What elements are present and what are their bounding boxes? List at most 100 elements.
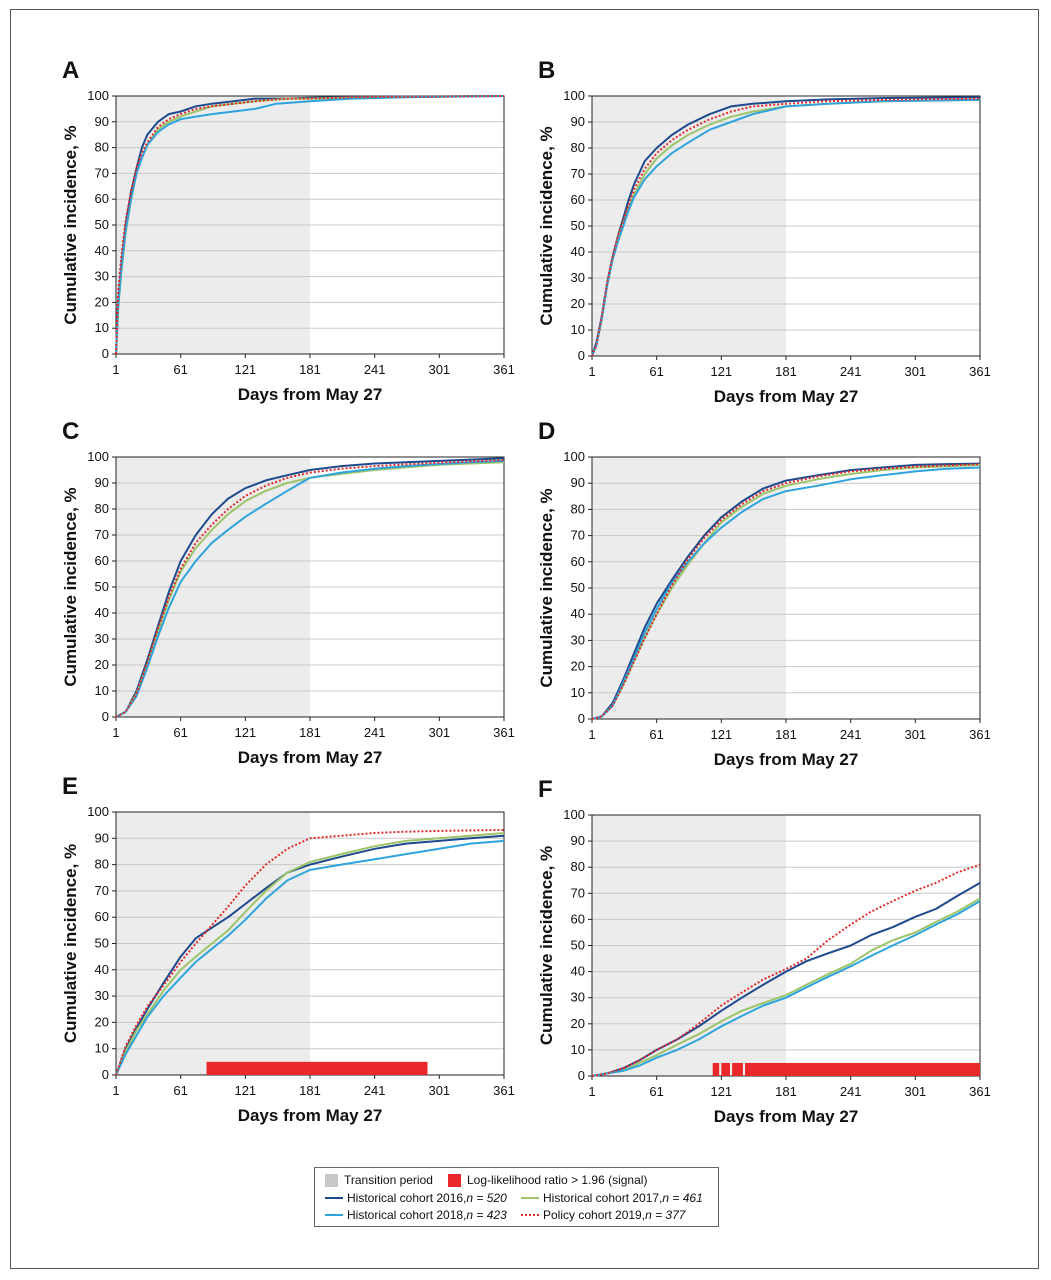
legend-transition: Transition period bbox=[325, 1173, 433, 1187]
legend-transition-label: Transition period bbox=[344, 1173, 433, 1187]
x-tick-label: 361 bbox=[969, 727, 991, 742]
series-line-2019 bbox=[115, 459, 505, 718]
x-tick-label: 1 bbox=[112, 725, 119, 740]
signal-bar bbox=[721, 1062, 730, 1076]
x-tick-label: 241 bbox=[364, 1083, 386, 1098]
series-line-2016 bbox=[115, 834, 505, 1076]
legend-2019-n: n = 377 bbox=[645, 1208, 686, 1222]
y-tick-label: 80 bbox=[571, 859, 585, 874]
y-tick-label: 60 bbox=[571, 911, 585, 926]
panel-e: 0 10 20 30 40 50 60 70 80 90 100 1 61 121 181 241 301 361… bbox=[61, 773, 515, 1125]
x-tick-label: 241 bbox=[840, 727, 862, 742]
x-tick-label: 361 bbox=[493, 725, 515, 740]
y-tick-label: 70 bbox=[571, 528, 585, 543]
legend-2016-n: n = 520 bbox=[466, 1191, 507, 1205]
panel-letter: E bbox=[62, 773, 78, 800]
x-tick-label: 361 bbox=[969, 1084, 991, 1099]
y-tick-label: 10 bbox=[571, 322, 585, 337]
series-line-2019 bbox=[591, 97, 981, 357]
legend-2019-label: Policy cohort 2019, bbox=[543, 1208, 646, 1222]
legend-2019: Policy cohort 2019, n = 377 bbox=[521, 1208, 685, 1222]
y-tick-label: 30 bbox=[95, 988, 109, 1003]
panel-letter: B bbox=[538, 57, 555, 84]
x-tick-label: 1 bbox=[112, 362, 119, 377]
y-tick-label: 20 bbox=[95, 294, 109, 309]
x-tick-label: 361 bbox=[969, 364, 991, 379]
series-line-2019 bbox=[115, 95, 505, 355]
y-tick-label: 80 bbox=[95, 140, 109, 155]
y-tick-label: 80 bbox=[571, 140, 585, 155]
y-tick-label: 50 bbox=[95, 579, 109, 594]
series-line-2019 bbox=[591, 863, 981, 1077]
y-tick-label: 50 bbox=[571, 938, 585, 953]
x-tick-label: 361 bbox=[493, 362, 515, 377]
y-tick-label: 40 bbox=[571, 964, 585, 979]
y-tick-label: 100 bbox=[87, 88, 109, 103]
y-tick-label: 40 bbox=[571, 244, 585, 259]
y-tick-label: 10 bbox=[95, 1041, 109, 1056]
panel-d: 0 10 20 30 40 50 60 70 80 90 100 1 61 121 181 241 301 361… bbox=[537, 418, 991, 769]
legend-2017-label: Historical cohort 2017, bbox=[543, 1191, 663, 1205]
x-tick-label: 1 bbox=[588, 364, 595, 379]
x-tick-label: 121 bbox=[234, 1083, 256, 1098]
x-tick-label: 301 bbox=[428, 1083, 450, 1098]
transition-swatch bbox=[325, 1173, 338, 1187]
x-tick-label: 301 bbox=[428, 362, 450, 377]
y-tick-label: 70 bbox=[95, 883, 109, 898]
signal-bar bbox=[732, 1062, 743, 1076]
y-tick-label: 50 bbox=[95, 217, 109, 232]
series-line-2018 bbox=[115, 839, 505, 1076]
x-tick-label: 181 bbox=[299, 1083, 321, 1098]
y-tick-label: 30 bbox=[95, 631, 109, 646]
y-tick-label: 20 bbox=[95, 1014, 109, 1029]
x-tick-label: 301 bbox=[904, 727, 926, 742]
signal-bar bbox=[206, 1061, 428, 1075]
y-tick-label: 10 bbox=[95, 683, 109, 698]
panel-letter: A bbox=[62, 57, 79, 84]
y-tick-label: 30 bbox=[571, 632, 585, 647]
panel-f: 0 10 20 30 40 50 60 70 80 90 100 1 61 121 181 241 301 361… bbox=[537, 776, 991, 1126]
legend-signal: Log-likelihood ratio > 1.96 (signal) bbox=[448, 1173, 647, 1187]
y-tick-label: 90 bbox=[95, 475, 109, 490]
signal-bar bbox=[712, 1062, 720, 1076]
y-tick-label: 90 bbox=[95, 114, 109, 129]
x-tick-label: 181 bbox=[775, 364, 797, 379]
panel-letter: F bbox=[538, 776, 553, 803]
y-tick-label: 0 bbox=[102, 709, 109, 724]
y-tick-label: 30 bbox=[95, 269, 109, 284]
y-tick-label: 100 bbox=[563, 449, 585, 464]
legend-2018-swatch bbox=[325, 1214, 343, 1216]
panel-letter: D bbox=[538, 418, 555, 445]
y-tick-label: 90 bbox=[95, 830, 109, 845]
y-tick-label: 60 bbox=[571, 554, 585, 569]
x-axis-title: Days from May 27 bbox=[714, 750, 859, 769]
y-axis-title: Cumulative incidence, % bbox=[61, 844, 80, 1043]
y-tick-label: 70 bbox=[571, 166, 585, 181]
x-tick-label: 241 bbox=[364, 725, 386, 740]
legend-2017-n: n = 461 bbox=[662, 1191, 703, 1205]
y-tick-label: 90 bbox=[571, 475, 585, 490]
y-tick-label: 60 bbox=[95, 909, 109, 924]
legend-2018-n: n = 423 bbox=[466, 1208, 507, 1222]
y-tick-label: 10 bbox=[95, 320, 109, 335]
y-tick-label: 40 bbox=[571, 606, 585, 621]
y-tick-label: 70 bbox=[95, 527, 109, 542]
y-tick-label: 100 bbox=[87, 449, 109, 464]
y-tick-label: 30 bbox=[571, 270, 585, 285]
y-tick-label: 80 bbox=[95, 857, 109, 872]
series-line-2018 bbox=[591, 466, 981, 720]
y-tick-label: 50 bbox=[95, 936, 109, 951]
y-tick-label: 40 bbox=[95, 605, 109, 620]
y-tick-label: 30 bbox=[571, 990, 585, 1005]
y-tick-label: 0 bbox=[578, 348, 585, 363]
y-tick-label: 40 bbox=[95, 962, 109, 977]
legend-2016-swatch bbox=[325, 1197, 343, 1199]
x-tick-label: 1 bbox=[588, 727, 595, 742]
x-tick-label: 61 bbox=[649, 1084, 663, 1099]
legend-2017: Historical cohort 2017, n = 461 bbox=[521, 1191, 703, 1205]
y-axis-title: Cumulative incidence, % bbox=[537, 488, 556, 687]
y-tick-label: 20 bbox=[95, 657, 109, 672]
y-tick-label: 50 bbox=[571, 218, 585, 233]
y-tick-label: 40 bbox=[95, 243, 109, 258]
y-tick-label: 20 bbox=[571, 1016, 585, 1031]
